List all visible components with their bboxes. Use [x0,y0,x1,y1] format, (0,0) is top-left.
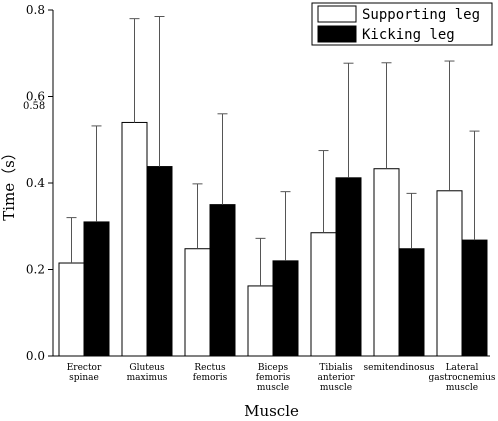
bar-supporting-6 [436,190,463,357]
bars-layer [58,121,488,357]
legend-swatch-kicking-leg [317,25,357,43]
bar-supporting-1 [121,121,148,357]
annotation-label: 0.58 [23,101,45,112]
x-tick-label-0: Erector spinae [67,363,102,383]
x-tick-label-2: Rectus femoris [193,363,228,383]
bar-kicking-4 [335,177,362,357]
bar-kicking-1 [146,166,173,357]
bar-supporting-2 [184,248,211,357]
bar-kicking-3 [272,260,299,357]
error-bars-layer [66,15,480,286]
x-tick-label-4: Tibialis anterior muscle [317,363,355,393]
x-tick-label-1: Gluteus maximus [127,363,168,383]
bar-kicking-5 [398,248,425,357]
x-tick-label-3: Biceps femoris muscle [256,363,291,393]
bar-kicking-0 [83,221,110,357]
x-tick-label-5: semitendinosus [364,363,435,373]
legend-swatch-supporting-leg [317,5,357,23]
y-tick-label-0: 0.0 [26,349,45,363]
x-tick-label-6: Lateral gastrocnemius muscle [428,363,495,393]
y-tick-label-2: 0.4 [26,176,45,190]
y-tick-label-3: 0.6 [26,90,45,104]
bar-supporting-5 [373,168,400,357]
bar-supporting-3 [247,285,274,357]
bar-supporting-0 [58,262,85,357]
legend: Supporting leg Kicking leg [311,2,493,46]
y-tick-label-1: 0.2 [26,263,45,277]
legend-label-kicking-leg: Kicking leg [362,27,455,43]
bar-kicking-2 [209,204,236,357]
x-axis-title: Muscle [244,402,299,420]
x-category-labels: Erector spinae Gluteus maximus Rectus femoris… [67,363,496,393]
legend-label-supporting-leg: Supporting leg [362,7,480,23]
bar-kicking-6 [461,239,488,357]
y-tick-label-4: 0.8 [26,3,45,17]
bar-supporting-4 [310,232,337,357]
y-axis-title: Time（s） [0,145,18,221]
y-ticks: 0.0 0.2 0.4 0.6 0.8 [26,3,53,363]
